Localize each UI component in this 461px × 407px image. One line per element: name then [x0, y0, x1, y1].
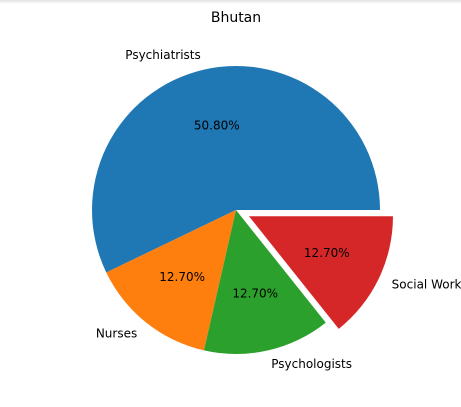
slice-nurses	[106, 210, 236, 351]
label-nurses: Nurses	[96, 326, 137, 340]
label-psychiatrists: Psychiatrists	[125, 48, 200, 62]
chart-title: Bhutan	[211, 10, 261, 26]
pct-nurses: 12.70%	[159, 270, 205, 284]
label-social-workers: Social Workers	[392, 277, 461, 291]
slice-social-workers	[248, 216, 393, 329]
pct-psychiatrists: 50.80%	[194, 118, 240, 132]
slice-psychologists	[203, 210, 326, 355]
pct-psychologists: 12.70%	[232, 287, 278, 301]
pie-labels: Psychiatrists 50.80% Nurses 12.70% Psycholog…	[96, 48, 461, 371]
pct-social-workers: 12.70%	[304, 246, 350, 260]
slice-psychiatrists	[91, 65, 380, 273]
label-psychologists: Psychologists	[271, 357, 352, 371]
window-top-shadow	[0, 0, 461, 4]
pie-slices	[91, 65, 393, 355]
